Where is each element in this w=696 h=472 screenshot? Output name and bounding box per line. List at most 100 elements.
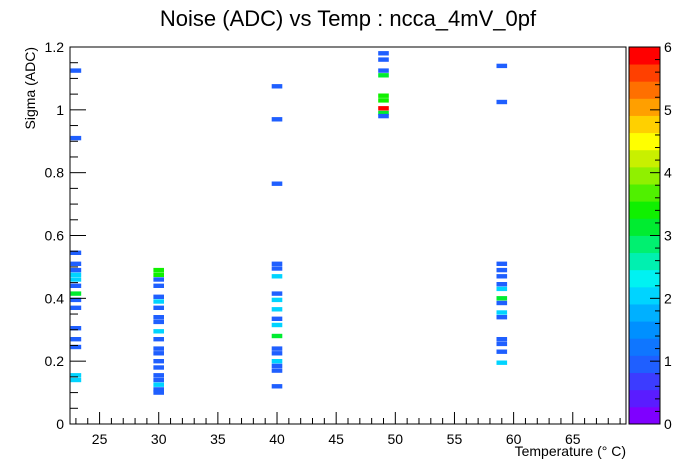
heatmap-cell (153, 283, 164, 288)
palette-tick-label: 3 (664, 228, 672, 244)
x-tick-label: 45 (328, 431, 344, 447)
heatmap-cell (496, 315, 508, 320)
y-tick-label: 0 (56, 416, 64, 432)
heatmap-cell (70, 305, 82, 310)
x-axis: 25 30 35 40 45 50 55 60 65 (75, 412, 621, 447)
palette-segment (629, 47, 660, 65)
heatmap-cell (70, 68, 82, 73)
y-tick-label: 0.8 (45, 165, 65, 181)
heatmap-cell (70, 377, 82, 383)
x-tick-label: 55 (447, 431, 463, 447)
palette-tick-label: 6 (664, 39, 672, 55)
heatmap-cell (153, 387, 164, 392)
heatmap-cell (153, 305, 164, 310)
heatmap-cell (271, 363, 283, 369)
heatmap-cell (271, 266, 283, 271)
heatmap-cell (378, 106, 389, 111)
heatmap-cell (70, 291, 82, 296)
heatmap-cell (70, 277, 82, 282)
y-tick-label: 0.6 (45, 228, 65, 244)
heatmap-cell (271, 307, 283, 312)
heatmap-cell (271, 351, 283, 356)
heatmap-cell (378, 68, 389, 73)
y-tick-label: 0.4 (45, 290, 65, 306)
heatmap-cell (496, 341, 508, 347)
x-tick-label: 30 (151, 431, 167, 447)
heatmap-cell (496, 349, 508, 354)
heatmap-cell (378, 98, 389, 103)
palette-tick-label: 0 (664, 416, 672, 432)
heatmap-cell (70, 326, 82, 331)
heatmap-cell (153, 267, 164, 273)
heatmap-cell (496, 274, 508, 279)
heatmap-cells (70, 51, 508, 395)
heatmap-cell (70, 283, 82, 288)
heatmap-cell (496, 99, 508, 105)
palette-segment (629, 321, 660, 339)
x-tick-label: 50 (388, 431, 404, 447)
heatmap-cell (271, 384, 283, 389)
palette-segment (629, 98, 660, 116)
palette-segment (629, 235, 660, 254)
heatmap-cell (271, 359, 283, 364)
x-tick-label: 60 (506, 431, 522, 447)
palette-segment (629, 269, 660, 288)
palette-segment (629, 218, 660, 236)
palette-segment (629, 166, 660, 185)
heatmap-cell (70, 373, 82, 378)
y-axis: 0 0.2 0.4 0.6 0.8 1 1.2 (45, 39, 86, 432)
heatmap-cell (153, 382, 164, 387)
heatmap-cell (271, 322, 283, 328)
heatmap-cell (271, 181, 283, 186)
heatmap-cell (496, 310, 508, 315)
heatmap-cell (70, 261, 82, 266)
heatmap-cell (496, 267, 508, 273)
heatmap-cell (496, 286, 508, 292)
palette-segment (629, 115, 660, 134)
heatmap-cell (271, 84, 283, 89)
heatmap-cell (271, 316, 283, 321)
heatmap-cell (153, 377, 164, 383)
heatmap-cell (378, 73, 389, 78)
heatmap-cell (496, 282, 508, 287)
y-tick-label: 0.2 (45, 353, 65, 369)
heatmap-cell (378, 110, 389, 116)
heatmap-cell (496, 63, 508, 69)
heatmap-cell (496, 261, 508, 266)
heatmap-cell (271, 261, 283, 266)
heatmap-cell (378, 57, 389, 62)
palette-segment (629, 338, 660, 356)
palette-segment (629, 372, 660, 391)
heatmap-cell (153, 299, 164, 304)
heatmap-cell (496, 360, 508, 365)
chart-title: Noise (ADC) vs Temp : ncca_4mV_0pf (160, 6, 537, 31)
heatmap-cell (153, 365, 164, 370)
heatmap-cell (153, 373, 164, 378)
palette-segment (629, 184, 660, 202)
heatmap-cell (70, 297, 82, 303)
heatmap-cell (496, 337, 508, 342)
heatmap-cell (153, 329, 164, 334)
heatmap-cell (271, 297, 283, 303)
palette-segment (629, 286, 660, 305)
palette-tick-label: 2 (664, 290, 672, 306)
heatmap-cell (153, 337, 164, 342)
color-palette-axis: 0 1 2 3 4 5 6 (628, 39, 672, 432)
palette-segment (629, 252, 660, 271)
heatmap-cell (70, 344, 82, 350)
palette-segment (629, 389, 660, 408)
palette-tick-label: 4 (664, 165, 672, 181)
heatmap-cell (271, 274, 283, 279)
heatmap-cell (70, 267, 82, 273)
heatmap-cell (70, 250, 82, 255)
heatmap-cell (70, 337, 82, 342)
heatmap-cell (378, 51, 389, 56)
heatmap-cell (153, 272, 164, 277)
heatmap-cell (378, 113, 389, 119)
y-tick-label: 1 (56, 102, 64, 118)
heatmap-cell (271, 346, 283, 351)
x-tick-label: 65 (565, 431, 581, 447)
palette-segment (629, 355, 660, 373)
heatmap-cell (378, 93, 389, 98)
